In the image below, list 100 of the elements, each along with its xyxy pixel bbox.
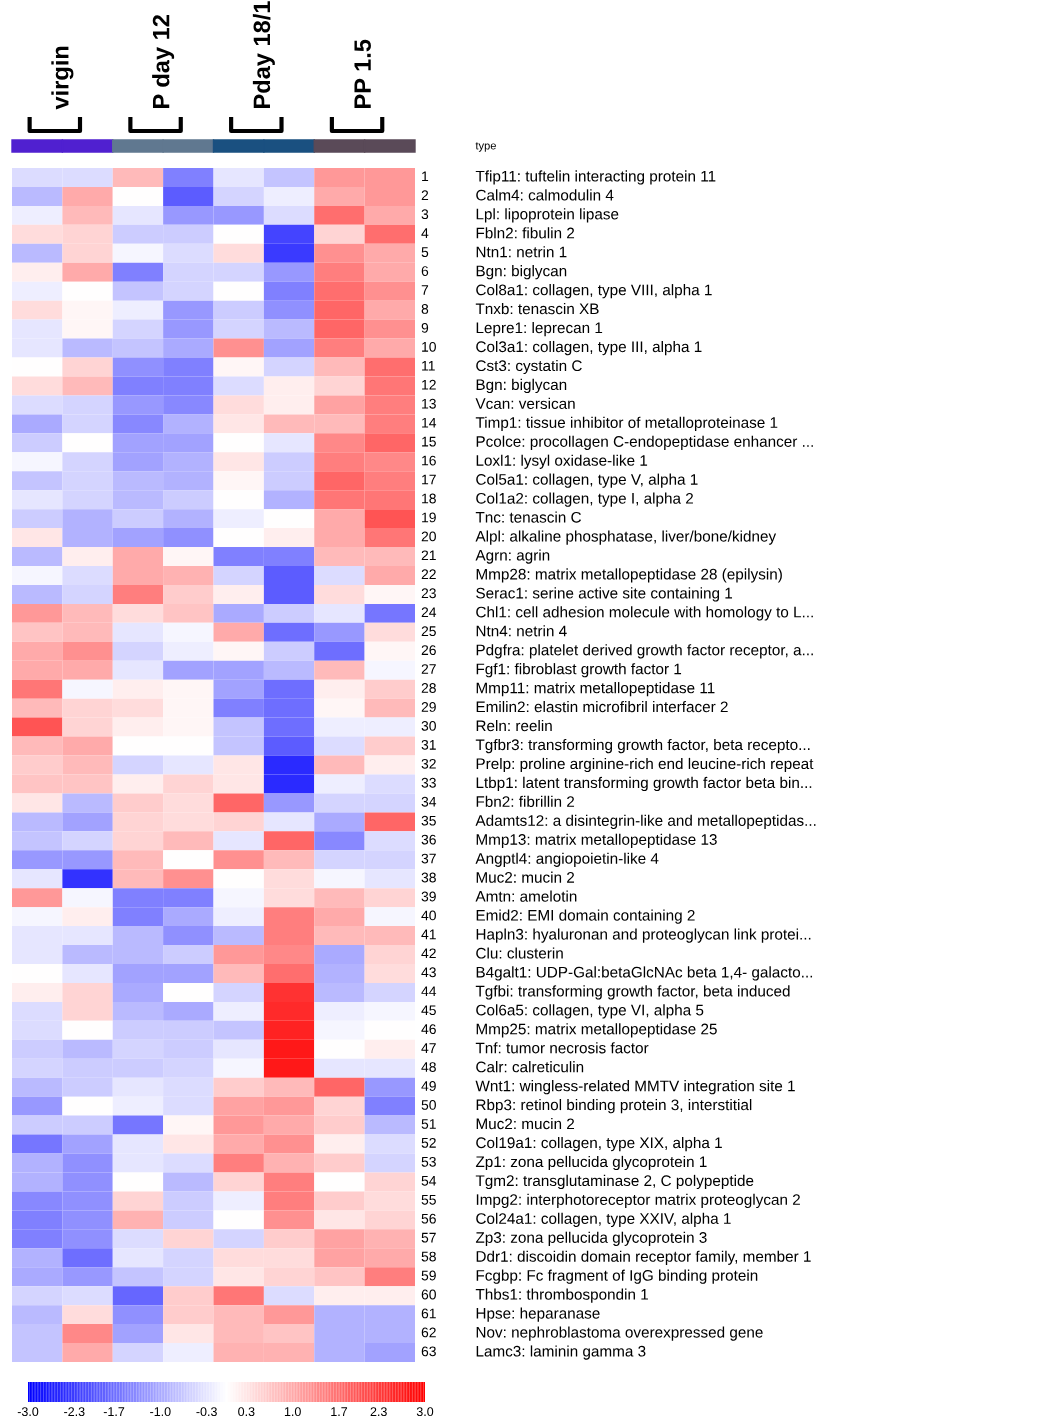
color-bar-label: -3.0 — [17, 1407, 39, 1417]
y-tick-label: 60 — [421, 1289, 436, 1300]
y2-tick-label: Ddr1: discoidin domain receptor family, member 1 — [476, 1250, 811, 1265]
y2-tick-label: Tgfbr3: transforming growth factor, beta recepto... — [475, 738, 810, 754]
y-tick-label: 13 — [422, 398, 436, 409]
y2-tick-label: Chl1: cell adhesion molecule with homology to L... — [476, 606, 813, 621]
y2-tick-label: Impg2: interphotoreceptor matrix proteoglycan 2 — [476, 1193, 800, 1209]
y2-tick-label: Calr: calreticulin — [476, 1061, 584, 1073]
y-tick-label: 36 — [421, 834, 436, 845]
y2-tick-label: Fbln2: fibulin 2 — [476, 227, 575, 239]
y2-tick-label: Tgm2: transglutaminase 2, C polypeptide — [475, 1174, 754, 1190]
y-tick-label: 16 — [422, 455, 436, 466]
y2-tick-label: Tnf: tumor necrosis factor — [475, 1042, 649, 1054]
y-tick-label: 39 — [421, 891, 436, 902]
y2-tick-label: Lepre1: leprecan 1 — [476, 321, 603, 337]
y2-tick-label: Timp1: tissue inhibitor of metalloproteinase 1 — [475, 416, 778, 431]
y-tick-label: 32 — [421, 758, 436, 769]
y2-tick-label: Col19a1: collagen, type XIX, alpha 1 — [476, 1136, 722, 1152]
y-tick-label: 52 — [421, 1137, 436, 1148]
y-tick-label: 15 — [422, 436, 436, 447]
y2-tick-label: Mmp25: matrix metallopeptidase 25 — [476, 1023, 717, 1038]
y-tick-label: 5 — [421, 247, 429, 258]
y-tick-label: 34 — [421, 796, 437, 807]
y2-tick-label: Rbp3: retinol binding protein 3, interstitial — [476, 1099, 752, 1114]
y2-tick-label: Ntn4: netrin 4 — [476, 625, 567, 637]
y-tick-label: 14 — [422, 417, 437, 428]
y2-tick-label: Bgn: biglycan — [476, 265, 567, 280]
y-tick-label: 25 — [421, 626, 436, 637]
y2-tick-label: Alpl: alkaline phosphatase, liver/bone/kidney — [475, 530, 777, 545]
y2-tick-label: Col3a1: collagen, type III, alpha 1 — [476, 340, 702, 356]
y-tick-label: 21 — [421, 550, 436, 561]
y-tick-label: 7 — [421, 285, 429, 295]
color-bar-label: 0.3 — [238, 1407, 255, 1417]
y-tick-label: 41 — [421, 929, 436, 940]
y2-tick-label: Mmp13: matrix metallopeptidase 13 — [476, 833, 717, 848]
y2-tick-label: Wnt1: wingless-related MMTV integration site 1 — [475, 1080, 795, 1095]
y-tick-label: 2 — [421, 190, 429, 201]
y-tick-label: 40 — [421, 910, 436, 921]
color-bar-label: -1.7 — [103, 1407, 125, 1416]
color-bar-label: -0.3 — [196, 1407, 217, 1417]
y-tick-label: 9 — [421, 322, 429, 333]
y-tick-label: 10 — [422, 341, 436, 352]
y2-tick-label: Zp1: zona pellucida glycoprotein 1 — [475, 1155, 707, 1171]
y-tick-label: 51 — [421, 1119, 436, 1129]
y2-tick-label: Lamc3: laminin gamma 3 — [476, 1345, 646, 1360]
y-tick-label: 1 — [422, 171, 429, 182]
y2-tick-label: Reln: reelin — [476, 719, 552, 732]
y2-tick-label: Col8a1: collagen, type VIII, alpha 1 — [476, 284, 712, 299]
y2-tick-label: Cst3: cystatin C — [476, 359, 582, 375]
y2-tick-label: Mmp28: matrix metallopeptidase 28 (epilysin) — [476, 568, 782, 583]
y2-tick-label: Clu: clusterin — [476, 947, 563, 959]
y-tick-label: 27 — [421, 664, 436, 674]
y2-tick-label: Calm4: calmodulin 4 — [476, 189, 614, 201]
y2-tick-label: Amtn: amelotin — [475, 890, 577, 902]
y-tick-label: 31 — [421, 739, 436, 750]
y2-tick-label: Col5a1: collagen, type V, alpha 1 — [476, 473, 698, 488]
y-tick-label: 18 — [422, 493, 436, 504]
color-bar-label: -1.0 — [150, 1407, 171, 1417]
y-tick-label: 48 — [421, 1062, 436, 1072]
y-tick-label: 4 — [421, 228, 429, 238]
y2-tick-label: Fcgbp: Fc fragment of IgG binding protein — [476, 1269, 758, 1284]
y2-tick-label: Thbs1: thrombospondin 1 — [475, 1288, 648, 1303]
y-tick-label: 6 — [421, 266, 429, 276]
y-tick-label: 12 — [422, 379, 436, 390]
y-tick-label: 23 — [421, 588, 436, 599]
color-bar-label: 1.7 — [331, 1407, 348, 1416]
y2-tick-label: Hpse: heparanase — [476, 1307, 600, 1322]
y2-tick-label: Serac1: serine active site containing 1 — [476, 587, 733, 602]
y-tick-label: 24 — [421, 607, 437, 617]
y2-tick-label: Emilin2: elastin microfibril interfacer 2 — [476, 701, 728, 713]
y-tick-label: 47 — [421, 1043, 436, 1053]
y2-tick-label: B4galt1: UDP-Gal:betaGlcNAc beta 1,4- galacto... — [476, 966, 813, 981]
y2-tick-label: Agrn: agrin — [475, 549, 550, 564]
y-tick-label: 43 — [421, 967, 436, 978]
y-tick-label: 37 — [421, 853, 436, 864]
y2-tick-label: Angptl4: angiopoietin-like 4 — [475, 852, 659, 867]
y-tick-label: 19 — [422, 512, 436, 523]
y2-tick-label: Emid2: EMI domain containing 2 — [476, 909, 695, 924]
y-tick-label: 33 — [421, 777, 436, 788]
y-tick-label: 29 — [421, 702, 436, 712]
y-tick-label: 28 — [421, 683, 436, 693]
y2-tick-label: Loxl1: lysyl oxidase-like 1 — [476, 454, 648, 469]
color-bar-label: 2.3 — [370, 1407, 387, 1417]
y-tick-label: 30 — [421, 720, 436, 731]
y2-tick-label: Col24a1: collagen, type XXIV, alpha 1 — [476, 1212, 731, 1227]
y2-tick-label: Col6a5: collagen, type VI, alpha 5 — [476, 1004, 704, 1019]
y2-tick-label: Bgn: biglycan — [476, 378, 567, 394]
y-tick-label: 26 — [421, 645, 436, 656]
y2-tick-label: Vcan: versican — [475, 397, 575, 410]
y2-tick-label: Fbn2: fibrillin 2 — [476, 795, 575, 808]
text: virgin — [51, 46, 74, 110]
y2-tick-label: Muc2: mucin 2 — [476, 871, 575, 883]
y2-tick-label: Lpl: lipoprotein lipase — [476, 208, 619, 223]
y-tick-label: 11 — [422, 361, 435, 371]
y-tick-label: 61 — [421, 1308, 436, 1319]
y2-tick-label: Zp3: zona pellucida glycoprotein 3 — [475, 1231, 707, 1246]
y-tick-label: 63 — [421, 1346, 436, 1357]
y2-tick-label: Muc2: mucin 2 — [476, 1117, 575, 1130]
y-tick-label: 45 — [421, 1005, 436, 1016]
y2-tick-label: Ltbp1: latent transforming growth factor beta bin... — [476, 776, 812, 792]
